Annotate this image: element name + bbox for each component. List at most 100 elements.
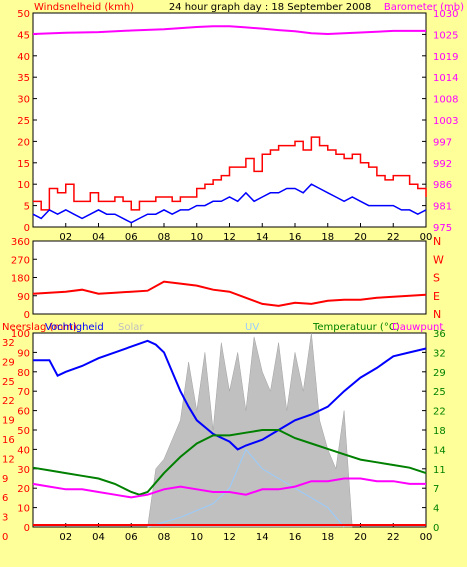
x-tick-label: 12 (223, 532, 236, 543)
barometer-line (32, 25, 426, 36)
chart-title: 24 hour graph day : 18 September 2008 (169, 2, 371, 13)
x-tick-label: 12 (223, 232, 236, 243)
direction-y-tick: 90 (17, 292, 30, 303)
x-tick-label: 16 (289, 232, 302, 243)
x-tick-label: 02 (59, 232, 72, 243)
direction-y-tick: 180 (11, 274, 30, 285)
humidity-line (33, 339, 427, 451)
rain-y-tick: 29 (2, 357, 15, 368)
x-tick-label: 22 (387, 232, 400, 243)
barometer-y-tick: 997 (433, 137, 452, 148)
barometer-y-tick: 981 (433, 202, 452, 213)
solar-area (147, 332, 353, 528)
direction-y-tick: 360 (11, 237, 30, 248)
x-tick-label: 20 (354, 532, 367, 543)
temperature-y-tick: 0 (433, 523, 439, 534)
wind-average-line (32, 183, 427, 224)
barometer-y-tick: 986 (433, 180, 452, 191)
wind-y-tick: 20 (17, 137, 30, 148)
wind-y-tick: 35 (17, 73, 30, 84)
barometer-y-tick: 1025 (433, 30, 458, 41)
temperature-y-tick: 18 (433, 426, 446, 437)
direction-series (32, 280, 427, 307)
x-tick-label: 18 (321, 532, 334, 543)
humidity-temperature-legend: Neerslag (mm)Vochtigheid Solar UV Temperatu… (2, 322, 443, 333)
rain-y-tick: 0 (2, 532, 8, 543)
x-tick-label: 08 (158, 532, 171, 543)
temperature-y-tick: 22 (433, 407, 446, 418)
legend-item: Neerslag (mm) (2, 322, 77, 333)
humidity-y-tick: 40 (17, 445, 30, 456)
humidity-y-tick: 10 (17, 504, 30, 515)
compass-label: S (433, 272, 440, 285)
x-tick-label: 04 (92, 232, 105, 243)
legend-item: Vochtigheid (45, 322, 104, 333)
x-tick-label: 02 (59, 532, 72, 543)
temperature-y-tick: 14 (433, 445, 446, 456)
wind-y-tick: 45 (17, 30, 30, 41)
wind-gust-line (33, 136, 427, 211)
wind-y-tick: 25 (17, 116, 30, 127)
dewpoint-line (32, 477, 426, 499)
humidity-y-tick: 20 (17, 484, 30, 495)
legend-item: UV (245, 322, 259, 333)
temperature-y-tick: 32 (433, 348, 446, 359)
right-axis-label: Barometer (mb) (384, 2, 464, 13)
temperature-y-tick: 29 (433, 368, 446, 379)
legend-item: Dauwpunt (392, 322, 443, 333)
barometer-y-tick: 1030 (433, 9, 458, 20)
barometer-y-tick: 1003 (433, 116, 458, 127)
x-tick-label: 16 (289, 532, 302, 543)
humidity-y-tick: 90 (17, 348, 30, 359)
wind-direction-plot-area (32, 240, 427, 315)
temperature-y-axis: 36 32 29 25 22 18 14 11 7 4 0 (422, 329, 446, 534)
compass-label: N (433, 235, 441, 248)
barometer-y-tick: 975 (433, 223, 452, 234)
temperature-y-tick: 7 (433, 484, 439, 495)
humidity-y-tick: 0 (24, 523, 30, 534)
x-tick-label: 08 (158, 232, 171, 243)
rain-y-tick: 19 (2, 416, 15, 427)
direction-y-tick: 270 (11, 255, 30, 266)
barometer-y-tick: 1019 (433, 52, 458, 63)
humidity-y-tick: 30 (17, 465, 30, 476)
wind-y-tick: 10 (17, 180, 30, 191)
wind-y-tick: 0 (24, 223, 30, 234)
x-tick-label: 06 (125, 532, 138, 543)
x-tick-label: 10 (190, 532, 203, 543)
x-tick-label: 20 (354, 232, 367, 243)
direction-y-axis: 360 270 180 90 0 (11, 237, 37, 321)
x-tick-label: 14 (256, 532, 269, 543)
temperature-y-tick: 11 (433, 465, 446, 476)
compass-label: N (433, 308, 441, 321)
wind-x-axis: 02 04 06 08 10 12 14 16 18 20 22 00 (59, 223, 432, 243)
wind-pressure-plot-area (32, 12, 427, 228)
rain-y-tick: 22 (2, 396, 15, 407)
rain-y-tick: 16 (2, 435, 15, 446)
uv-line (147, 448, 345, 528)
compass-label: E (433, 290, 440, 303)
compass-label: W (433, 253, 444, 266)
rain-y-tick: 32 (2, 338, 15, 349)
direction-y-tick: 0 (24, 310, 30, 321)
rain-y-tick: 12 (2, 454, 15, 465)
barometer-y-tick: 1014 (433, 73, 458, 84)
rain-y-tick: 3 (2, 513, 8, 524)
humidity-y-tick: 100 (11, 329, 30, 340)
barometer-y-tick: 992 (433, 159, 452, 170)
x-tick-label: 18 (321, 232, 334, 243)
legend-item: Temperatuur (°C) (312, 322, 400, 333)
wind-y-tick: 5 (24, 202, 30, 213)
barometer-y-axis: 1030 1025 1019 1014 1008 1003 997 992 986 981 975 (422, 9, 458, 234)
legend-item: Solar (118, 322, 144, 333)
humidity-y-tick: 50 (17, 426, 30, 437)
x-tick-label: 22 (387, 532, 400, 543)
x-tick-label: 00 (420, 232, 433, 243)
x-tick-label: 06 (125, 232, 138, 243)
rain-y-tick: 25 (2, 377, 15, 388)
temperature-y-tick: 25 (433, 387, 446, 398)
